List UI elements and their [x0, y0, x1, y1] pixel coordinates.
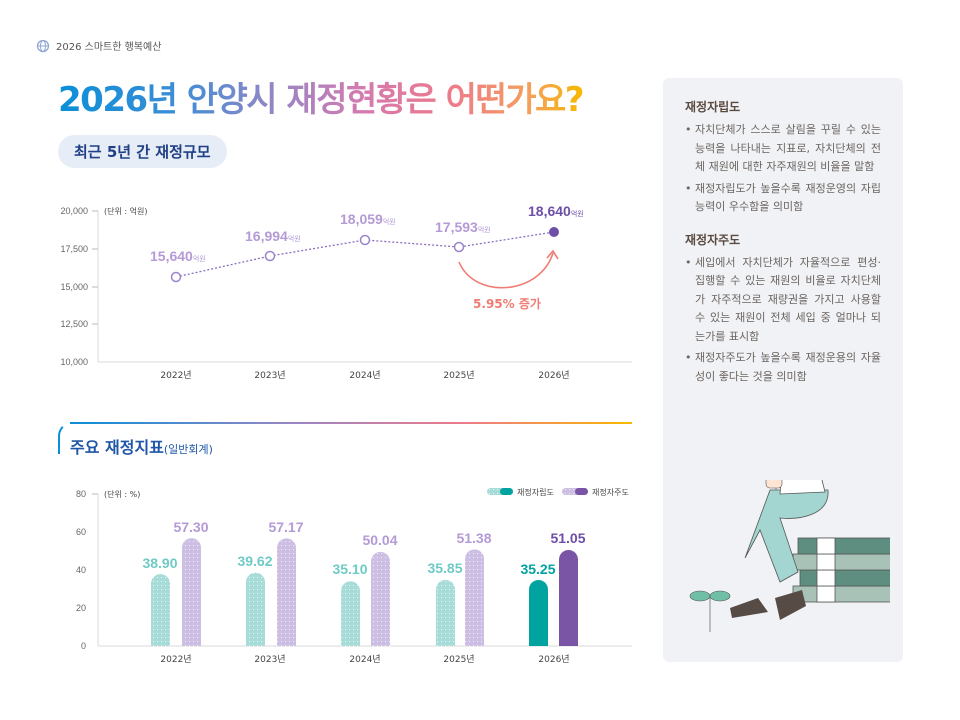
svg-text:16,994억원: 16,994억원: [245, 228, 301, 244]
data-point: [453, 241, 465, 253]
svg-text:51.05: 51.05: [550, 530, 585, 546]
line-x-ticks: 2022년 2023년 2024년 2025년 2026년: [160, 370, 569, 381]
woman-with-sprout-illustration: [689, 480, 890, 632]
bar-unit-label: (단위 : %): [104, 489, 140, 499]
svg-text:20,000: 20,000: [60, 206, 88, 216]
svg-text:2022년: 2022년: [160, 654, 191, 665]
legend-self-reliance: 재정자립도: [517, 487, 554, 497]
section-title-indicators: 주요 재정지표(일반회계): [70, 438, 213, 457]
svg-text:18,640억원: 18,640억원: [528, 203, 584, 219]
svg-text:2025년: 2025년: [443, 654, 474, 665]
line-y-ticks: 20,000 17,500 15,000 12,500 10,000: [60, 206, 88, 367]
legend-autonomy: 재정자주도: [592, 487, 629, 497]
data-point: [170, 271, 182, 283]
section-pill-finance-scale: 최근 5년 간 재정규모: [58, 135, 227, 168]
svg-text:2024년: 2024년: [349, 370, 380, 381]
svg-text:2025년: 2025년: [443, 370, 474, 381]
svg-text:2026년: 2026년: [538, 654, 569, 665]
svg-text:35.10: 35.10: [332, 561, 367, 577]
svg-text:38.90: 38.90: [142, 555, 177, 571]
side-heading-self-reliance: 재정자립도: [685, 100, 741, 114]
increase-annotation: 5.95% 증가: [473, 296, 541, 311]
section-divider: [70, 422, 632, 424]
bar-y-ticks: 80 60 40 20 0: [76, 489, 86, 651]
pill-label: 최근 5년 간 재정규모: [74, 143, 211, 161]
svg-text:35.25: 35.25: [520, 561, 555, 577]
data-point: [359, 234, 371, 246]
side-heading-autonomy: 재정자주도: [685, 232, 741, 247]
svg-text:51.38: 51.38: [456, 530, 491, 546]
line-value-labels: 15,640억원 16,994억원 18,059억원 17,593억원 18,6…: [150, 203, 584, 264]
svg-text:20: 20: [76, 603, 86, 613]
bar-series-autonomy: [182, 538, 578, 646]
side-item: 재정자주도가 높을수록 재정운용의 자율성이 좋다는 것을 의미함: [685, 349, 881, 386]
header-tag-text: 2026 스마트한 행복예산: [56, 42, 162, 53]
svg-text:57.17: 57.17: [268, 519, 303, 535]
data-point: [264, 250, 276, 262]
bar-value-labels: 38.90 57.30 39.62 57.17 35.10 50.04 35.8…: [142, 519, 585, 577]
svg-text:50.04: 50.04: [362, 532, 397, 548]
side-item: 자치단체가 스스로 살림을 꾸릴 수 있는 능력을 나타내는 지표로, 자치단체…: [685, 121, 881, 177]
svg-text:57.30: 57.30: [173, 519, 208, 535]
bar-legend: 재정자립도 재정자주도: [487, 487, 629, 497]
svg-text:15,640억원: 15,640억원: [150, 248, 206, 264]
svg-text:12,500: 12,500: [60, 319, 88, 329]
section-frame: [58, 422, 632, 454]
svg-text:18,059억원: 18,059억원: [340, 211, 396, 227]
svg-text:40: 40: [76, 565, 86, 575]
svg-text:60: 60: [76, 527, 86, 537]
svg-text:2023년: 2023년: [254, 370, 285, 381]
svg-text:0: 0: [81, 641, 86, 651]
svg-text:35.85: 35.85: [427, 560, 462, 576]
page-title: 2026년 안양시 재정현황은 어떤가요?: [58, 72, 585, 121]
side-item: 재정자립도가 높을수록 재정운영의 자립능력이 우수함을 의미함: [685, 180, 881, 217]
line-unit-label: (단위 : 억원): [104, 206, 147, 216]
svg-text:2024년: 2024년: [349, 654, 380, 665]
svg-text:10,000: 10,000: [60, 357, 88, 367]
bar-series-self-reliance: [151, 572, 548, 646]
bar-x-ticks: 2022년 2023년 2024년 2025년 2026년: [160, 654, 569, 665]
svg-text:17,593억원: 17,593억원: [435, 219, 491, 235]
svg-text:2026년: 2026년: [538, 370, 569, 381]
svg-text:2022년: 2022년: [160, 370, 191, 381]
svg-text:17,500: 17,500: [60, 244, 88, 254]
globe-icon: [36, 39, 50, 52]
line-chart: 20,000 17,500 15,000 12,500 10,000 (단위 :…: [60, 203, 632, 665]
svg-text:2023년: 2023년: [254, 654, 285, 665]
header-tag: 2026 스마트한 행복예산: [36, 38, 161, 53]
increase-arrow: [458, 252, 554, 289]
svg-text:80: 80: [76, 489, 86, 499]
svg-text:39.62: 39.62: [237, 553, 272, 569]
side-item: 세입에서 자치단체가 자율적으로 편성·집행할 수 있는 재원의 비율로 자치단…: [685, 254, 881, 347]
data-point-highlight: [549, 227, 559, 237]
svg-text:15,000: 15,000: [60, 282, 88, 292]
